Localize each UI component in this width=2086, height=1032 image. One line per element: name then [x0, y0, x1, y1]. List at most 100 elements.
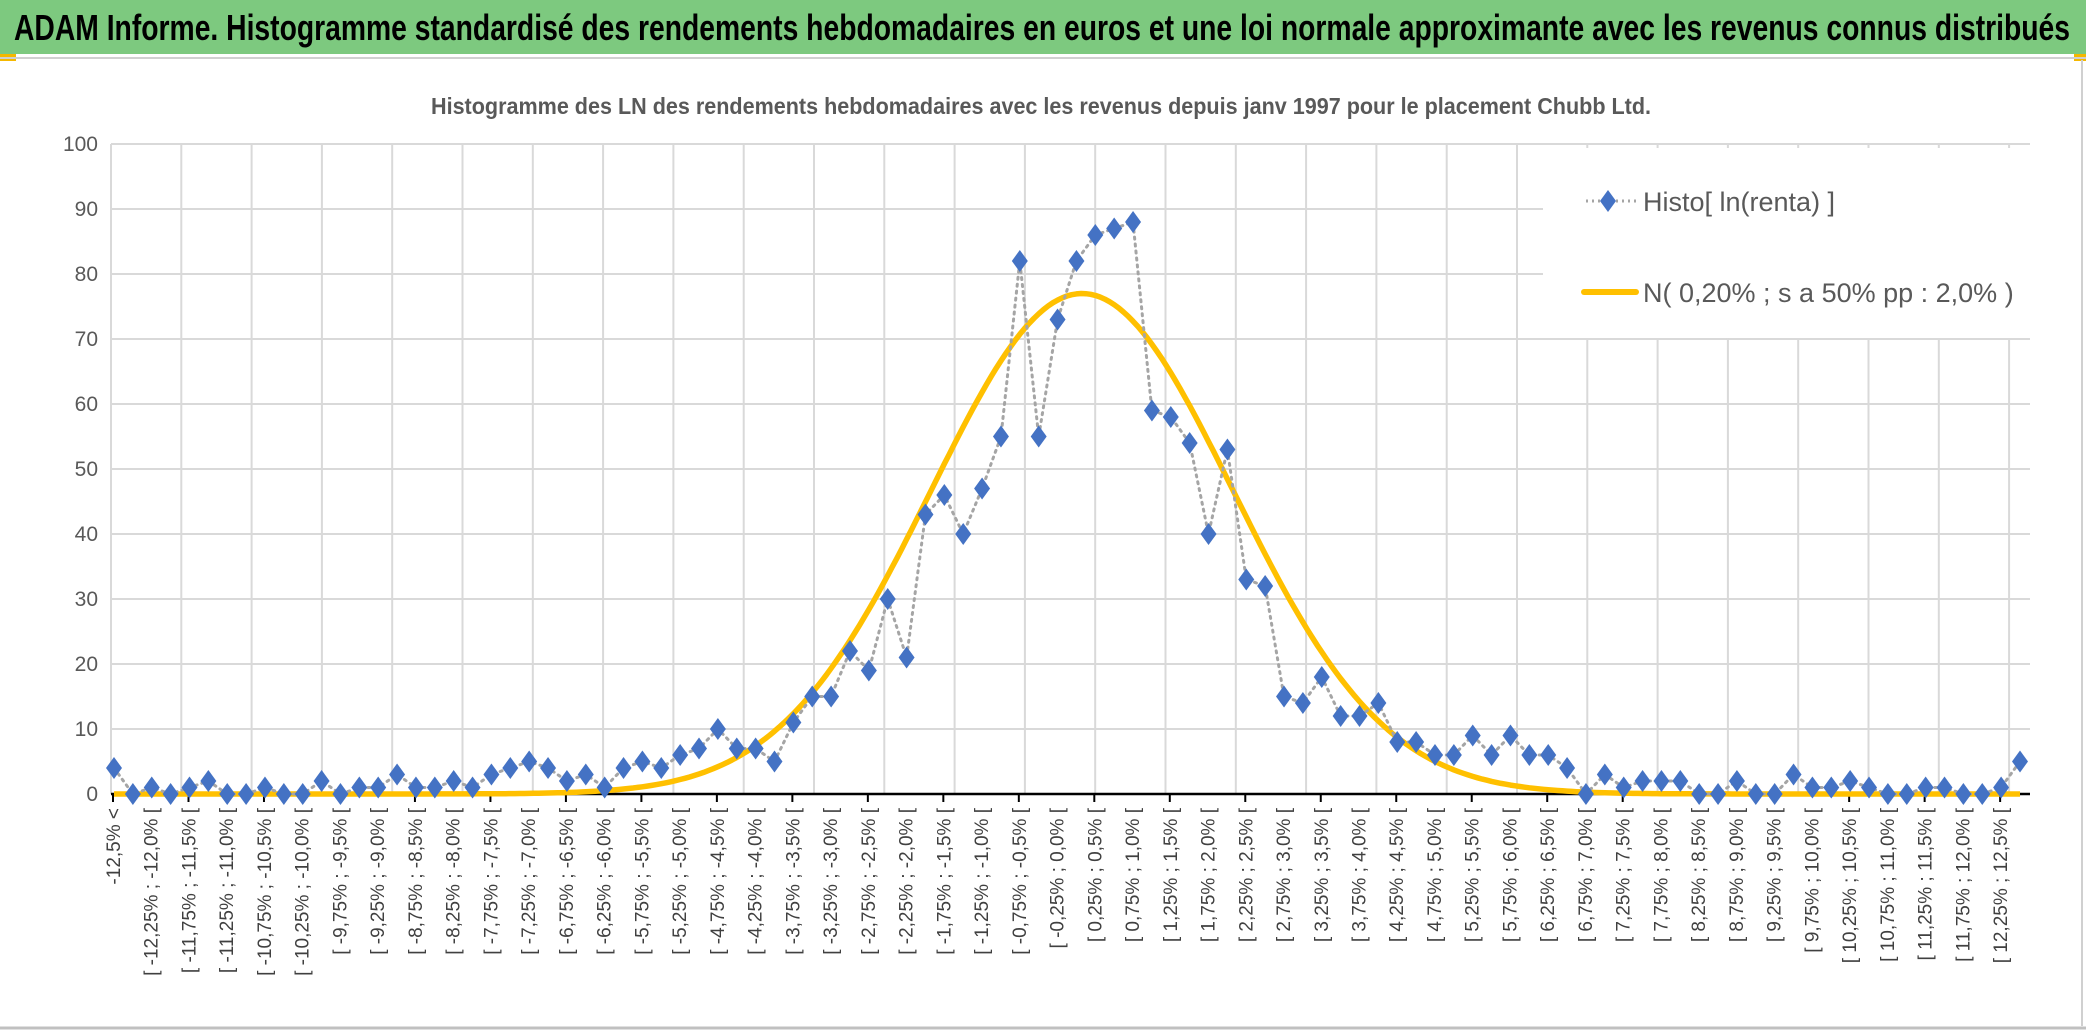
legend: Histo[ ln(renta) ] N( 0,20% ; s a 50% pp…	[1543, 148, 2033, 338]
histogram-point	[351, 776, 368, 799]
histogram-point	[1332, 705, 1349, 727]
histogram-point	[1426, 744, 1443, 766]
histogram-point	[898, 646, 915, 669]
histogram-point	[955, 523, 972, 545]
x-tick-label: -12,5% <	[104, 808, 125, 885]
histogram-point	[653, 757, 670, 779]
histogram-point	[917, 503, 934, 526]
histogram-point	[1559, 757, 1576, 779]
histogram-point	[1898, 783, 1915, 805]
histogram-point	[672, 744, 689, 766]
x-tick-label: [ 10,75% ; 11,0% [	[1878, 807, 1899, 962]
histogram-point	[1842, 770, 1859, 792]
y-tick-label: 30	[75, 588, 98, 611]
legend-label-histo: Histo[ ln(renta) ]	[1643, 187, 1835, 217]
x-tick-label: [ -4,25% ; -4,0% [	[746, 807, 767, 955]
histogram-point	[596, 776, 613, 799]
x-tick-label: [ 8,25% ; 8,5% [	[1689, 807, 1710, 942]
histogram-point	[1087, 224, 1104, 246]
histogram-point	[1181, 432, 1198, 454]
histogram-point	[1917, 776, 1934, 799]
histogram-point	[540, 757, 557, 779]
histogram-point	[841, 640, 858, 662]
histogram-point	[804, 685, 821, 708]
histogram-point	[445, 770, 462, 792]
histogram-point	[1596, 763, 1613, 786]
x-tick-label: [ 9,25% ; 9,5% [	[1765, 807, 1786, 942]
histogram-point	[1634, 770, 1651, 792]
histogram-point	[521, 750, 538, 773]
histogram-point	[1691, 783, 1708, 805]
x-tick-label: [ 7,25% ; 7,5% [	[1614, 807, 1635, 942]
y-tick-label: 80	[75, 263, 98, 286]
histogram-point	[464, 776, 481, 799]
histogram-point	[766, 750, 783, 773]
x-tick-label: [ 5,75% ; 6,0% [	[1500, 807, 1521, 942]
chart-title: Histogramme des LN des rendements hebdom…	[431, 93, 1651, 119]
histogram-point	[1993, 776, 2010, 799]
x-tick-label: [ -7,25% ; -7,0% [	[519, 807, 540, 955]
x-tick-label: [ 12,25% ; 12,5% [	[1991, 807, 2012, 963]
x-tick-label: [ 11,25% ; 11,5% [	[1916, 807, 1937, 960]
histogram-point	[1445, 744, 1462, 766]
x-tick-label: [ 1,75% ; 2,0% [	[1199, 807, 1220, 942]
histogram-point	[1974, 783, 1991, 805]
y-tick-label: 50	[75, 458, 98, 481]
histogram-point	[219, 783, 236, 805]
x-tick-label: [ 6,25% ; 6,5% [	[1538, 807, 1559, 942]
histogram-point	[1615, 776, 1632, 799]
histogram-point	[1162, 406, 1179, 428]
histogram-point	[1125, 211, 1142, 233]
histogram-point	[1804, 776, 1821, 799]
histogram-point	[1483, 744, 1500, 766]
x-tick-label: [ -8,25% ; -8,0% [	[444, 807, 465, 955]
histogram-point	[558, 770, 575, 792]
histogram-point	[1464, 724, 1481, 747]
histogram-point	[483, 763, 500, 786]
histogram-point	[615, 757, 632, 779]
histogram-point	[1728, 770, 1745, 792]
x-tick-label: [ -5,25% ; -5,0% [	[670, 807, 691, 955]
histogram-point	[992, 425, 1009, 448]
histogram-point	[1238, 568, 1255, 591]
histogram-point	[1502, 724, 1519, 747]
histogram-point	[1408, 731, 1425, 753]
x-tick-label: [ 2,25% ; 2,5% [	[1236, 807, 1257, 942]
histogram-point	[1257, 575, 1274, 597]
y-tick-label: 70	[75, 328, 98, 351]
x-tick-label: [ -3,25% ; -3,0% [	[821, 807, 842, 955]
histogram-point	[1672, 770, 1689, 792]
histogram-point	[1351, 705, 1368, 727]
histogram-point	[785, 711, 802, 734]
y-tick-label: 20	[75, 653, 98, 676]
histogram-point	[1143, 399, 1160, 422]
histogram-point	[1389, 731, 1406, 753]
histogram-point	[370, 776, 387, 799]
histogram-point	[181, 776, 198, 799]
x-tick-label: [ 3,75% ; 4,0% [	[1350, 807, 1371, 942]
histogram-point	[1219, 438, 1236, 461]
histogram-point	[407, 776, 424, 799]
histogram-point	[1106, 217, 1123, 240]
x-tick-label: [ -1,75% ; -1,5% [	[934, 807, 955, 955]
x-tick-label: [ 0,75% ; 1,0% [	[1123, 807, 1144, 942]
x-tick-label: [ -1,25% ; -1,0% [	[972, 807, 993, 955]
histogram-point	[1785, 763, 1802, 786]
x-tick-label: [ -6,25% ; -6,0% [	[595, 807, 616, 955]
histogram-point	[502, 757, 519, 779]
histogram-point	[1936, 776, 1953, 799]
histogram-point	[1049, 308, 1066, 331]
histogram-point	[1861, 776, 1878, 799]
histogram-point	[1879, 783, 1896, 805]
histogram-point	[879, 588, 896, 610]
histogram-point	[1294, 692, 1311, 714]
histogram-point	[106, 757, 122, 779]
histogram-point	[860, 659, 877, 682]
y-tick-label: 60	[75, 393, 98, 416]
histogram-point	[1030, 425, 1047, 448]
histogram-point	[1068, 250, 1085, 272]
histogram-point	[2012, 750, 2028, 773]
x-tick-label: [ -2,25% ; -2,0% [	[897, 807, 918, 955]
x-tick-label: [ -0,75% ; -0,5% [	[1010, 807, 1031, 955]
x-tick-label: [ 4,25% ; 4,5% [	[1387, 807, 1408, 942]
